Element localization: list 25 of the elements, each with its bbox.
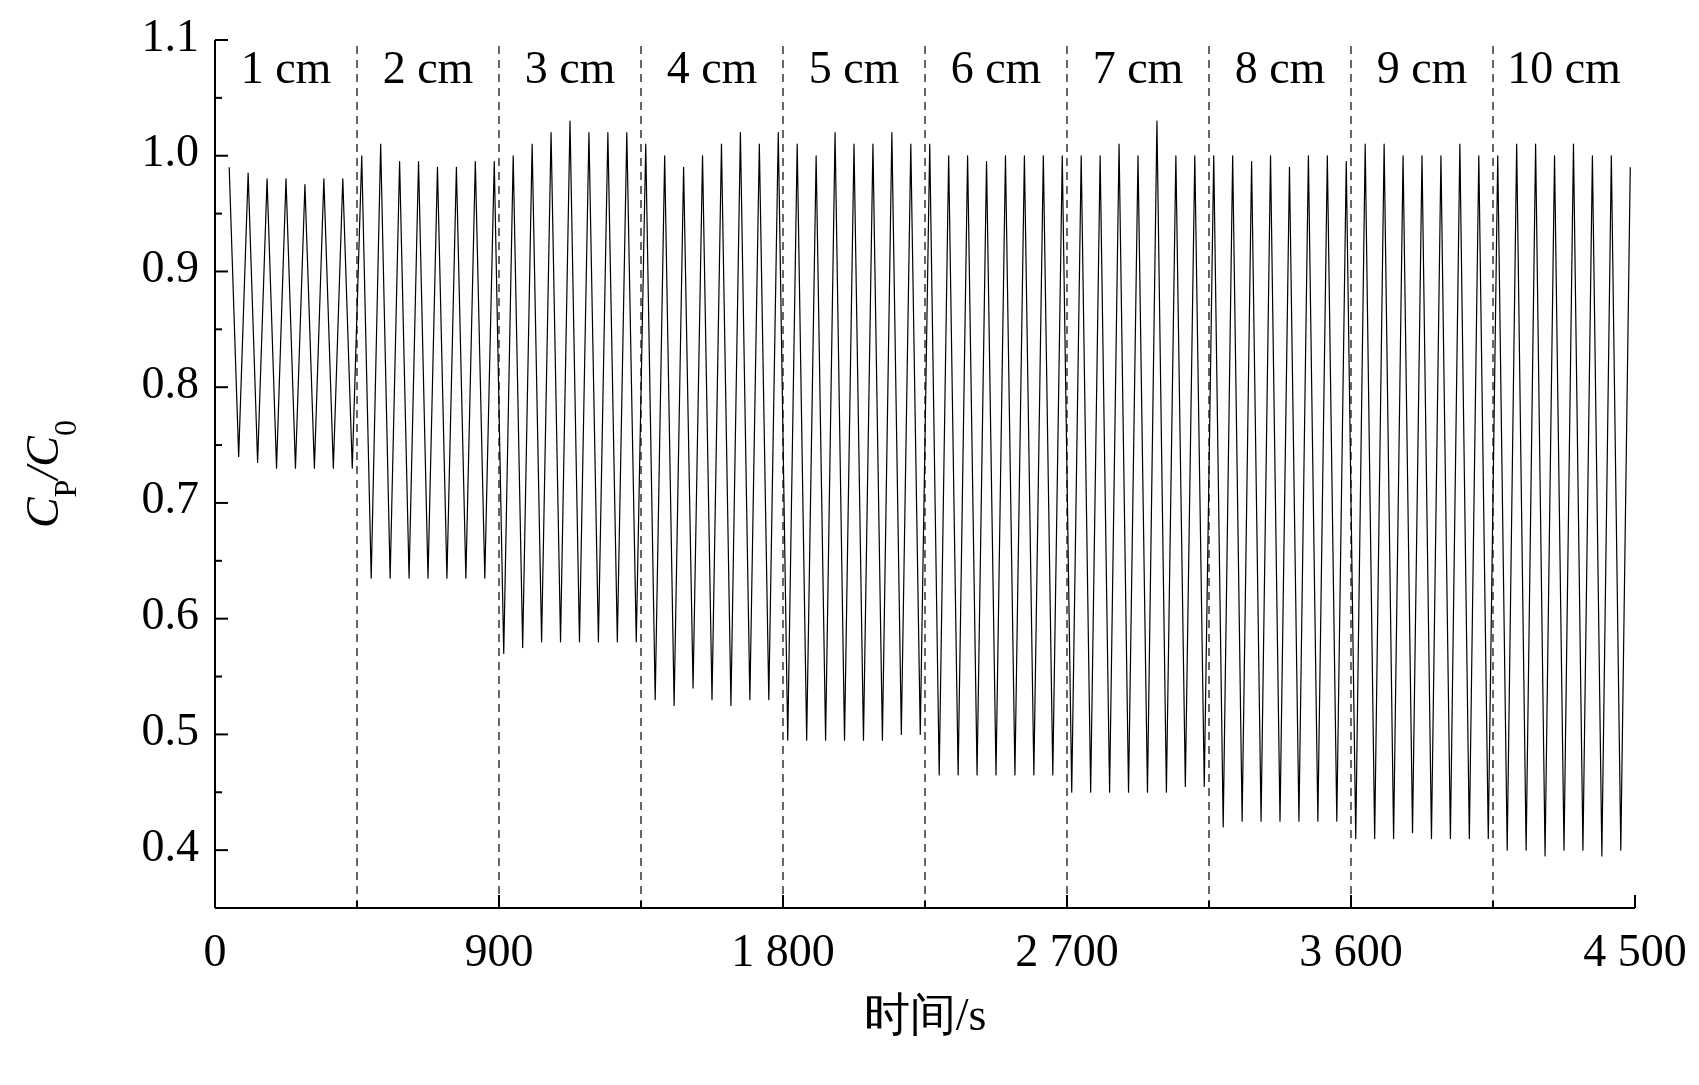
annotation: 4 cm xyxy=(666,41,758,93)
y-tick-label: 0.9 xyxy=(141,241,199,293)
y-tick-label: 1.1 xyxy=(141,9,199,61)
x-tick-label: 2 700 xyxy=(1015,925,1119,976)
y-tick-label: 0.8 xyxy=(141,356,199,408)
y-tick-label: 0.6 xyxy=(141,588,199,640)
annotation: 6 cm xyxy=(950,41,1042,93)
annotation: 1 cm xyxy=(240,41,332,93)
x-tick-label: 900 xyxy=(464,925,534,976)
x-tick-label: 4 500 xyxy=(1583,925,1687,976)
annotation: 7 cm xyxy=(1092,41,1184,93)
x-tick-label: 1 800 xyxy=(731,925,835,976)
annotation: 2 cm xyxy=(382,41,474,93)
y-tick-label: 1.0 xyxy=(141,125,199,177)
annotation: 10 cm xyxy=(1507,41,1622,93)
x-tick-label: 0 xyxy=(203,925,227,976)
annotation: 5 cm xyxy=(808,41,900,93)
y-tick-label: 0.4 xyxy=(141,819,199,871)
annotation: 3 cm xyxy=(524,41,616,93)
x-tick-label: 3 600 xyxy=(1299,925,1403,976)
x-axis-title: 时间/s xyxy=(863,989,987,1040)
y-tick-label: 0.5 xyxy=(141,703,199,755)
y-tick-label: 0.7 xyxy=(141,472,199,524)
annotation: 8 cm xyxy=(1234,41,1326,93)
annotation: 9 cm xyxy=(1376,41,1468,93)
